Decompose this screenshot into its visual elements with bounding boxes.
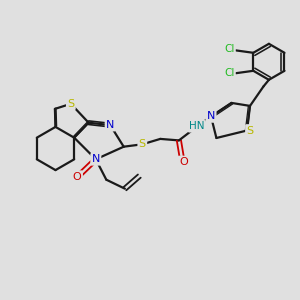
Text: O: O: [73, 172, 82, 182]
Text: N: N: [207, 111, 215, 122]
Text: N: N: [92, 154, 100, 164]
Text: S: S: [246, 125, 254, 136]
Text: S: S: [139, 139, 146, 149]
Text: O: O: [179, 157, 188, 167]
Text: Cl: Cl: [224, 68, 235, 78]
Text: HN: HN: [189, 121, 205, 131]
Text: Cl: Cl: [224, 44, 235, 54]
Text: S: S: [67, 99, 74, 109]
Text: N: N: [106, 120, 114, 130]
